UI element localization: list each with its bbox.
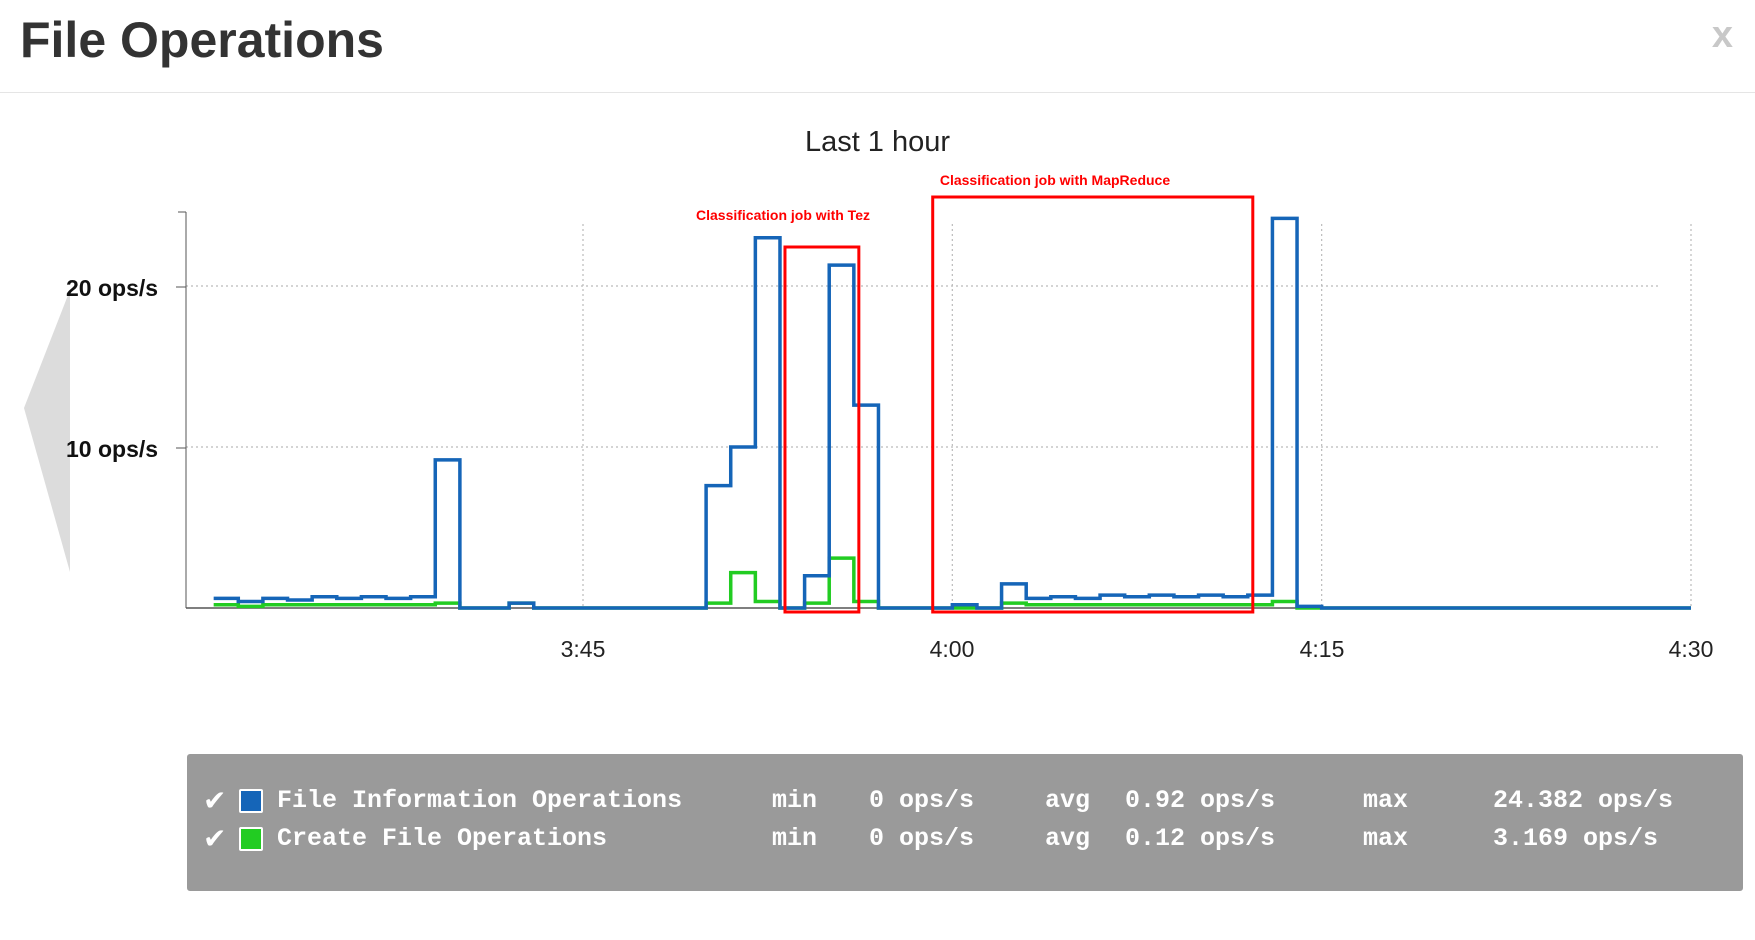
legend-color-swatch xyxy=(239,789,263,813)
annotation-label-mapreduce: Classification job with MapReduce xyxy=(940,172,1170,188)
legend-min-value: 0 ops/s xyxy=(869,786,975,815)
x-tick-labels: 3:45 4:00 4:15 4:30 xyxy=(561,636,1714,662)
x-tick-label: 4:30 xyxy=(1669,636,1714,662)
legend-series-name[interactable]: Create File Operations xyxy=(277,824,608,853)
chart-legend: ✔ File Information Operations min 0 ops/… xyxy=(187,754,1743,891)
chart-grid xyxy=(186,224,1692,608)
chevron-left-icon[interactable] xyxy=(24,290,70,572)
legend-max-label: max xyxy=(1363,786,1409,815)
dialog-header: File Operations x xyxy=(0,0,1755,93)
file-operations-chart: 20 ops/s 10 ops/s 3:45 4:00 4:15 4:30 Cl… xyxy=(66,172,1714,662)
legend-row: ✔ Create File Operations min 0 ops/s avg… xyxy=(187,822,1743,856)
x-tick-label: 4:15 xyxy=(1300,636,1345,662)
annotation-box xyxy=(783,245,861,614)
series-line xyxy=(213,216,1691,610)
chart-title: Last 1 hour xyxy=(804,126,951,158)
legend-avg-label: avg xyxy=(1045,824,1091,853)
legend-min-label: min xyxy=(772,786,818,815)
legend-avg-value: 0.12 ops/s xyxy=(1125,824,1276,853)
dialog-title: File Operations xyxy=(20,12,384,68)
chart-series xyxy=(213,216,1691,610)
legend-avg-value: 0.92 ops/s xyxy=(1125,786,1276,815)
legend-min-value: 0 ops/s xyxy=(869,824,975,853)
series-visibility-toggle[interactable]: ✔ xyxy=(203,822,227,855)
chart-axes xyxy=(176,211,1660,609)
legend-max-value: 24.382 ops/s xyxy=(1493,786,1674,815)
annotation-box xyxy=(931,195,1255,614)
legend-min-label: min xyxy=(772,824,818,853)
legend-series-name[interactable]: File Information Operations xyxy=(277,786,683,815)
legend-color-swatch xyxy=(239,827,263,851)
y-tick-label: 20 ops/s xyxy=(66,275,158,301)
legend-max-label: max xyxy=(1363,824,1409,853)
annotation-label-tez: Classification job with Tez xyxy=(696,207,870,223)
close-button[interactable]: x xyxy=(1711,14,1733,56)
series-visibility-toggle[interactable]: ✔ xyxy=(203,784,227,817)
x-tick-label: 4:00 xyxy=(930,636,975,662)
legend-avg-label: avg xyxy=(1045,786,1091,815)
chart-annotations: Classification job with Tez Classificati… xyxy=(696,172,1255,614)
legend-row: ✔ File Information Operations min 0 ops/… xyxy=(187,784,1743,818)
legend-max-value: 3.169 ops/s xyxy=(1493,824,1659,853)
y-tick-label: 10 ops/s xyxy=(66,436,158,462)
y-tick-labels: 20 ops/s 10 ops/s xyxy=(66,275,158,462)
x-tick-label: 3:45 xyxy=(561,636,606,662)
